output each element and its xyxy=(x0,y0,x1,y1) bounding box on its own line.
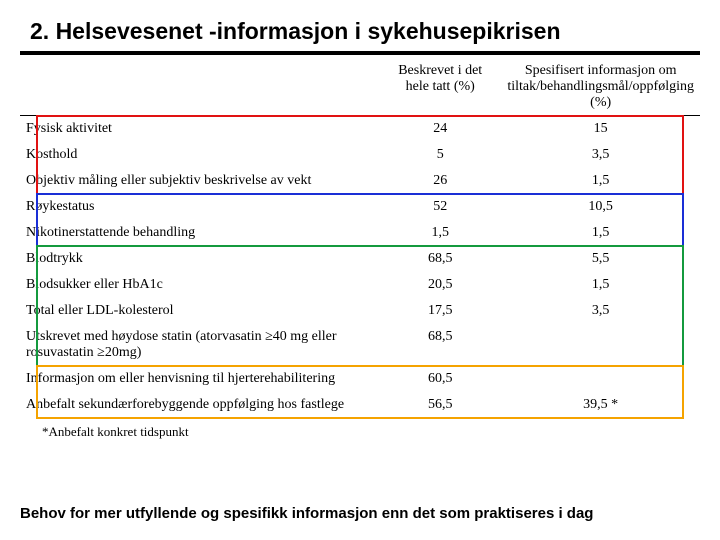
row-c1: 26 xyxy=(379,168,501,194)
row-c1: 60,5 xyxy=(379,366,501,392)
col-header-1: Beskrevet i det hele tatt (%) xyxy=(379,59,501,116)
row-label: Anbefalt sekundærforebyggende oppfølging… xyxy=(20,392,379,418)
bottom-text: Behov for mer utfyllende og spesifikk in… xyxy=(20,505,700,522)
row-label: Nikotinerstattende behandling xyxy=(20,220,379,246)
row-label: Fysisk aktivitet xyxy=(20,116,379,143)
row-c2: 15 xyxy=(501,116,700,143)
col-header-lead xyxy=(20,59,379,116)
table-row: Objektiv måling eller subjektiv beskrive… xyxy=(20,168,700,194)
table-row: Informasjon om eller henvisning til hjer… xyxy=(20,366,700,392)
row-label: Utskrevet med høydose statin (atorvasati… xyxy=(20,324,379,366)
table-row: Anbefalt sekundærforebyggende oppfølging… xyxy=(20,392,700,418)
table-row: Total eller LDL-kolesterol17,53,5 xyxy=(20,298,700,324)
row-c2 xyxy=(501,366,700,392)
row-c2: 1,5 xyxy=(501,220,700,246)
row-c2: 10,5 xyxy=(501,194,700,220)
title-underline xyxy=(20,51,700,55)
row-c1: 17,5 xyxy=(379,298,501,324)
col-header-2: Spesifisert informasjon om tiltak/behand… xyxy=(501,59,700,116)
row-c2: 3,5 xyxy=(501,298,700,324)
row-c1: 56,5 xyxy=(379,392,501,418)
row-c2: 1,5 xyxy=(501,168,700,194)
row-c1: 52 xyxy=(379,194,501,220)
data-table: Beskrevet i det hele tatt (%) Spesifiser… xyxy=(20,59,700,418)
table-row: Nikotinerstattende behandling1,51,5 xyxy=(20,220,700,246)
row-c2 xyxy=(501,324,700,366)
row-c1: 68,5 xyxy=(379,324,501,366)
table-row: Fysisk aktivitet2415 xyxy=(20,116,700,143)
table-row: Blodtrykk68,55,5 xyxy=(20,246,700,272)
footnote: *Anbefalt konkret tidspunkt xyxy=(42,424,700,440)
row-c2: 3,5 xyxy=(501,142,700,168)
table-wrap: Beskrevet i det hele tatt (%) Spesifiser… xyxy=(20,59,700,418)
row-c2: 1,5 xyxy=(501,272,700,298)
row-c2: 5,5 xyxy=(501,246,700,272)
page-title: 2. Helsevesenet -informasjon i sykehusep… xyxy=(30,18,700,45)
row-c2: 39,5 * xyxy=(501,392,700,418)
row-label: Blodtrykk xyxy=(20,246,379,272)
row-label: Blodsukker eller HbA1c xyxy=(20,272,379,298)
row-label: Objektiv måling eller subjektiv beskrive… xyxy=(20,168,379,194)
row-c1: 68,5 xyxy=(379,246,501,272)
table-row: Røykestatus5210,5 xyxy=(20,194,700,220)
table-row: Utskrevet med høydose statin (atorvasati… xyxy=(20,324,700,366)
row-label: Kosthold xyxy=(20,142,379,168)
row-c1: 5 xyxy=(379,142,501,168)
row-label: Røykestatus xyxy=(20,194,379,220)
row-label: Total eller LDL-kolesterol xyxy=(20,298,379,324)
table-row: Kosthold53,5 xyxy=(20,142,700,168)
row-c1: 20,5 xyxy=(379,272,501,298)
row-c1: 24 xyxy=(379,116,501,143)
table-row: Blodsukker eller HbA1c20,51,5 xyxy=(20,272,700,298)
row-label: Informasjon om eller henvisning til hjer… xyxy=(20,366,379,392)
row-c1: 1,5 xyxy=(379,220,501,246)
